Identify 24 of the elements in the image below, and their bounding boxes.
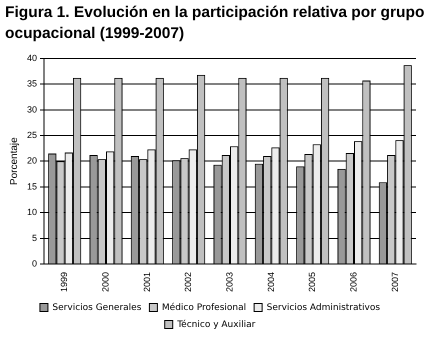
- y-tick-label: 5: [32, 232, 38, 243]
- x-tick-label: 2001: [142, 272, 152, 292]
- legend-label: Médico Profesional: [162, 302, 246, 313]
- legend-label: Técnico y Auxiliar: [176, 318, 256, 330]
- x-tick-label: 2002: [183, 272, 194, 292]
- y-tick-label: 40: [26, 52, 38, 63]
- y-tick-label: 15: [26, 181, 38, 192]
- x-tick-label: 1999: [59, 272, 70, 292]
- legend-label: Servicios Administrativos: [266, 302, 380, 313]
- x-tick-label: 2005: [307, 272, 318, 292]
- chart-title: Figura 1. Evolución en la participación relativa por grupo ocupacional (1999-2007): [5, 3, 426, 44]
- y-tick-label: 20: [26, 156, 38, 166]
- x-tick-label: 2006: [348, 272, 358, 292]
- x-tick-label: 2003: [224, 272, 234, 292]
- x-tick-label: 2004: [266, 272, 276, 292]
- y-axis-title: Porcentaje: [8, 136, 20, 186]
- y-tick-label: 10: [26, 207, 38, 218]
- x-tick-label: 2007: [390, 272, 400, 292]
- y-tick-label: 25: [26, 130, 38, 140]
- legend-label: Servicios Generales: [52, 302, 142, 313]
- y-tick-label: 0: [32, 258, 38, 268]
- y-tick-label: 30: [26, 104, 38, 114]
- x-tick-label: 2000: [100, 272, 110, 292]
- y-tick-label: 35: [26, 78, 38, 89]
